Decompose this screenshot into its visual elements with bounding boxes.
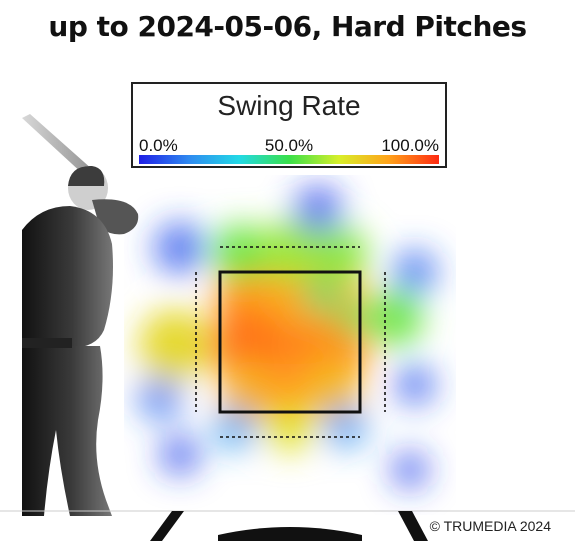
heatmap-blob-far-high-right (294, 186, 342, 234)
heatmap-blob-zone-lower-middle (262, 362, 322, 422)
heatmap-blob-far-right-high (393, 250, 437, 294)
heatmap-blob-above-zone-right (312, 226, 368, 282)
heatmap-blob-zone-middle-left (210, 309, 282, 381)
legend-tick-high: 100.0% (381, 136, 439, 155)
chart-title: up to 2024-05-06, Hard Pitches (48, 10, 527, 43)
heatmap-blob-below-zone-left (213, 406, 257, 450)
strike-zone (218, 270, 362, 414)
batters-box-right (398, 511, 428, 541)
heatmap-blob-above-zone-left (212, 224, 268, 280)
heatmap-blob-inner-upper-right (306, 280, 338, 312)
legend-colorbar (139, 155, 439, 164)
heatmap-blob-right-of-zone (367, 290, 423, 346)
heatmap-blob-far-left-high (154, 222, 206, 274)
heatmap-blob-far-low-right (392, 452, 428, 488)
heatmap-blob-below-zone-middle (266, 404, 314, 452)
heatmap-blob-layer (138, 186, 437, 488)
copyright-label: © TRUMEDIA 2024 (429, 518, 551, 534)
home-plate (218, 527, 362, 541)
batters-box-left (150, 511, 184, 541)
batter-legs (22, 346, 112, 516)
heatmap-blob-left-of-zone (139, 309, 211, 381)
legend-tick-mid: 50.0% (264, 136, 314, 155)
heatmap-blob-far-left-low (138, 376, 182, 420)
batter-torso (22, 206, 113, 348)
legend: Swing Rate 0.0% 50.0% 100.0% (131, 82, 447, 168)
heatmap-blob-above-zone-middle (260, 220, 320, 280)
legend-title: Swing Rate (217, 90, 361, 121)
heatmap-blob-far-low-left (160, 435, 200, 475)
heatmap-blob-zone-lower-right (306, 360, 362, 416)
heatmap-blob-far-right-low (395, 365, 435, 405)
batter-belt (22, 338, 72, 348)
legend-tick-low: 0.0% (139, 136, 178, 155)
batter-helmet (68, 165, 105, 186)
